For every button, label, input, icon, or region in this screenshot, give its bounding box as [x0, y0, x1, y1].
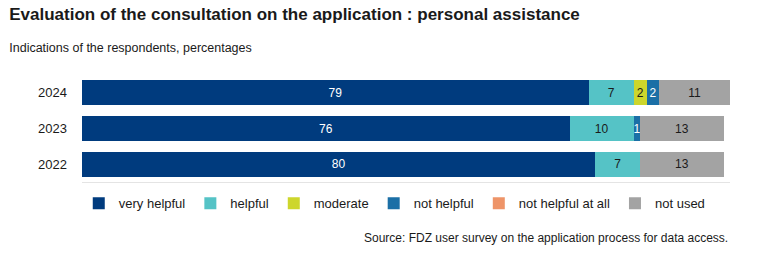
svg-text:1: 1 — [633, 122, 640, 136]
svg-text:Evaluation of the consultation: Evaluation of the consultation on the ap… — [9, 5, 580, 24]
svg-text:7: 7 — [608, 86, 615, 100]
svg-text:80: 80 — [332, 157, 346, 171]
svg-text:very helpful: very helpful — [119, 196, 186, 211]
svg-text:2023: 2023 — [38, 121, 67, 136]
svg-text:2: 2 — [637, 86, 644, 100]
svg-text:2022: 2022 — [38, 157, 67, 172]
svg-text:13: 13 — [675, 122, 689, 136]
svg-text:10: 10 — [595, 122, 609, 136]
svg-text:Indications of the respondents: Indications of the respondents, percenta… — [9, 41, 252, 55]
svg-text:79: 79 — [329, 86, 343, 100]
svg-text:7: 7 — [614, 157, 621, 171]
svg-text:not helpful: not helpful — [414, 196, 474, 211]
svg-text:not used: not used — [655, 196, 705, 211]
svg-text:helpful: helpful — [230, 196, 268, 211]
svg-text:not helpful at all: not helpful at all — [519, 196, 610, 211]
svg-text:2024: 2024 — [38, 85, 67, 100]
svg-text:2: 2 — [650, 86, 657, 100]
svg-text:76: 76 — [319, 122, 333, 136]
svg-text:13: 13 — [675, 157, 689, 171]
svg-text:11: 11 — [688, 86, 701, 100]
svg-text:moderate: moderate — [314, 196, 369, 211]
svg-text:Source: FDZ user survey on the: Source: FDZ user survey on the applicati… — [364, 231, 728, 245]
